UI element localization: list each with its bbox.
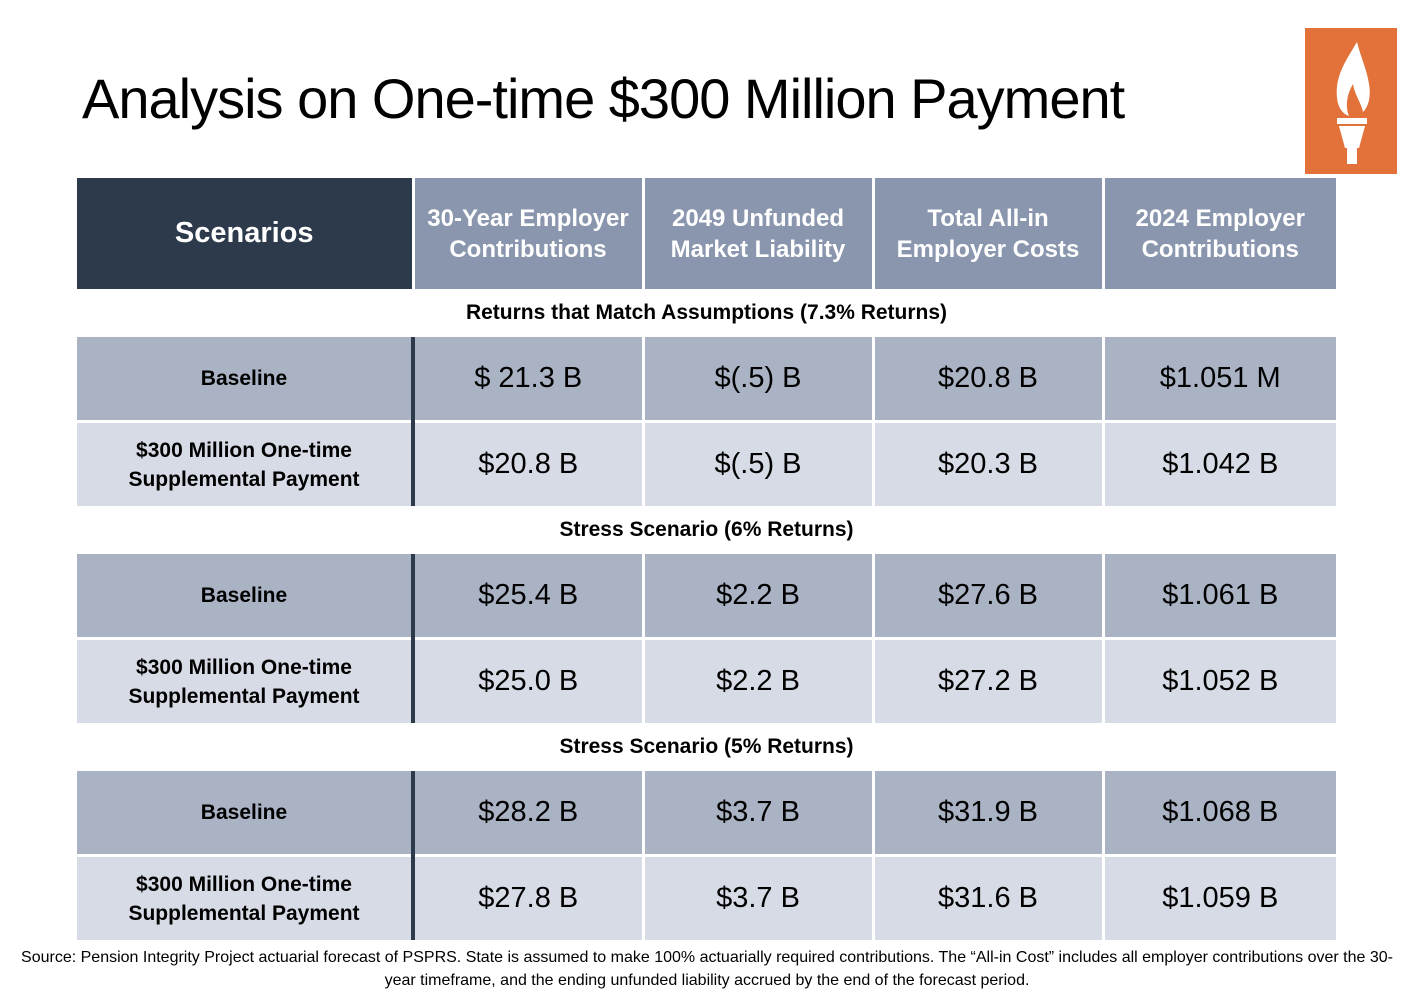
row-label: $300 Million One-time Supplemental Payme… bbox=[77, 421, 415, 506]
cell-value: $31.9 B bbox=[871, 771, 1103, 856]
cell-value: $ 21.3 B bbox=[411, 337, 643, 422]
header-total-all-in-costs: Total All-in Employer Costs bbox=[871, 178, 1103, 289]
torch-icon bbox=[1336, 42, 1370, 164]
header-2049-unfunded-liability: 2049 Unfunded Market Liability bbox=[641, 178, 873, 289]
section-heading: Stress Scenario (5% Returns) bbox=[77, 723, 1336, 771]
cell-value: $2.2 B bbox=[641, 638, 873, 723]
cell-value: $(.5) B bbox=[641, 421, 873, 506]
row-label: Baseline bbox=[77, 771, 415, 856]
cell-value: $3.7 B bbox=[641, 771, 873, 856]
row-label: $300 Million One-time Supplemental Payme… bbox=[77, 638, 415, 723]
page-title: Analysis on One-time $300 Million Paymen… bbox=[82, 67, 1125, 130]
cell-value: $1.059 B bbox=[1101, 855, 1336, 940]
cell-value: $1.051 M bbox=[1101, 337, 1336, 422]
cell-value: $27.6 B bbox=[871, 554, 1103, 639]
cell-value: $1.052 B bbox=[1101, 638, 1336, 723]
row-label: Baseline bbox=[77, 337, 415, 422]
table-row: $300 Million One-time Supplemental Payme… bbox=[77, 855, 1336, 940]
table-header-row: Scenarios 30-Year Employer Contributions… bbox=[77, 178, 1336, 289]
section-heading: Stress Scenario (6% Returns) bbox=[77, 506, 1336, 554]
scenario-table: Scenarios 30-Year Employer Contributions… bbox=[77, 178, 1336, 940]
cell-value: $31.6 B bbox=[871, 855, 1103, 940]
cell-value: $1.042 B bbox=[1101, 421, 1336, 506]
table-row: $300 Million One-time Supplemental Payme… bbox=[77, 421, 1336, 506]
table-row: Baseline $ 21.3 B $(.5) B $20.8 B $1.051… bbox=[77, 337, 1336, 422]
section-heading: Returns that Match Assumptions (7.3% Ret… bbox=[77, 289, 1336, 337]
row-label: $300 Million One-time Supplemental Payme… bbox=[77, 855, 415, 940]
cell-value: $20.8 B bbox=[871, 337, 1103, 422]
cell-value: $2.2 B bbox=[641, 554, 873, 639]
cell-value: $25.0 B bbox=[411, 638, 643, 723]
cell-value: $27.2 B bbox=[871, 638, 1103, 723]
cell-value: $25.4 B bbox=[411, 554, 643, 639]
cell-value: $27.8 B bbox=[411, 855, 643, 940]
row-label: Baseline bbox=[77, 554, 415, 639]
cell-value: $(.5) B bbox=[641, 337, 873, 422]
header-30-year-contributions: 30-Year Employer Contributions bbox=[411, 178, 643, 289]
header-2024-contributions: 2024 Employer Contributions bbox=[1101, 178, 1336, 289]
cell-value: $1.068 B bbox=[1101, 771, 1336, 856]
section-title: Stress Scenario (6% Returns) bbox=[77, 506, 1336, 554]
header-scenarios: Scenarios bbox=[77, 178, 414, 289]
source-footnote: Source: Pension Integrity Project actuar… bbox=[21, 949, 1393, 989]
table-row: $300 Million One-time Supplemental Payme… bbox=[77, 638, 1336, 723]
table-row: Baseline $25.4 B $2.2 B $27.6 B $1.061 B bbox=[77, 554, 1336, 639]
cell-value: $20.8 B bbox=[411, 421, 643, 506]
cell-value: $1.061 B bbox=[1101, 554, 1336, 639]
section-title: Stress Scenario (5% Returns) bbox=[77, 723, 1336, 771]
logo bbox=[1305, 28, 1397, 174]
cell-value: $28.2 B bbox=[411, 771, 643, 856]
cell-value: $20.3 B bbox=[871, 421, 1103, 506]
table-row: Baseline $28.2 B $3.7 B $31.9 B $1.068 B bbox=[77, 771, 1336, 856]
section-title: Returns that Match Assumptions (7.3% Ret… bbox=[77, 289, 1336, 337]
cell-value: $3.7 B bbox=[641, 855, 873, 940]
